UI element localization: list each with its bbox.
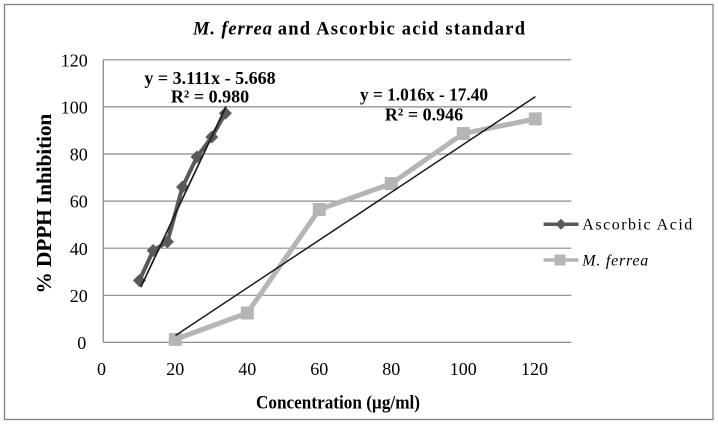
svg-text:40: 40 — [238, 359, 256, 379]
svg-text:R² = 0.946: R² = 0.946 — [385, 105, 463, 125]
svg-text:120: 120 — [61, 50, 88, 70]
svg-text:and Ascorbic acid standard: and Ascorbic acid standard — [278, 20, 526, 40]
svg-text:60: 60 — [310, 359, 328, 379]
svg-text:120: 120 — [521, 359, 548, 379]
svg-text:100: 100 — [61, 98, 88, 118]
svg-text:40: 40 — [70, 239, 88, 259]
svg-text:Concentration (µg/ml): Concentration (µg/ml) — [256, 393, 420, 414]
svg-text:0: 0 — [97, 359, 106, 379]
svg-text:20: 20 — [70, 286, 88, 306]
svg-text:60: 60 — [70, 192, 88, 212]
svg-text:M. ferrea: M. ferrea — [581, 253, 648, 270]
svg-text:80: 80 — [70, 145, 88, 165]
svg-text:80: 80 — [382, 359, 400, 379]
svg-text:20: 20 — [166, 359, 184, 379]
svg-text:Ascorbic Acid: Ascorbic Acid — [582, 217, 692, 234]
svg-text:% DPPH Inhibition: % DPPH Inhibition — [32, 114, 56, 294]
svg-text:R² = 0.980: R² = 0.980 — [171, 87, 249, 107]
svg-text:M. ferrea: M. ferrea — [192, 20, 272, 40]
svg-text:y = 3.111x - 5.668: y = 3.111x - 5.668 — [144, 68, 275, 88]
svg-text:y = 1.016x - 17.40: y = 1.016x - 17.40 — [360, 84, 488, 104]
svg-text:100: 100 — [450, 359, 477, 379]
svg-text:0: 0 — [77, 333, 86, 353]
